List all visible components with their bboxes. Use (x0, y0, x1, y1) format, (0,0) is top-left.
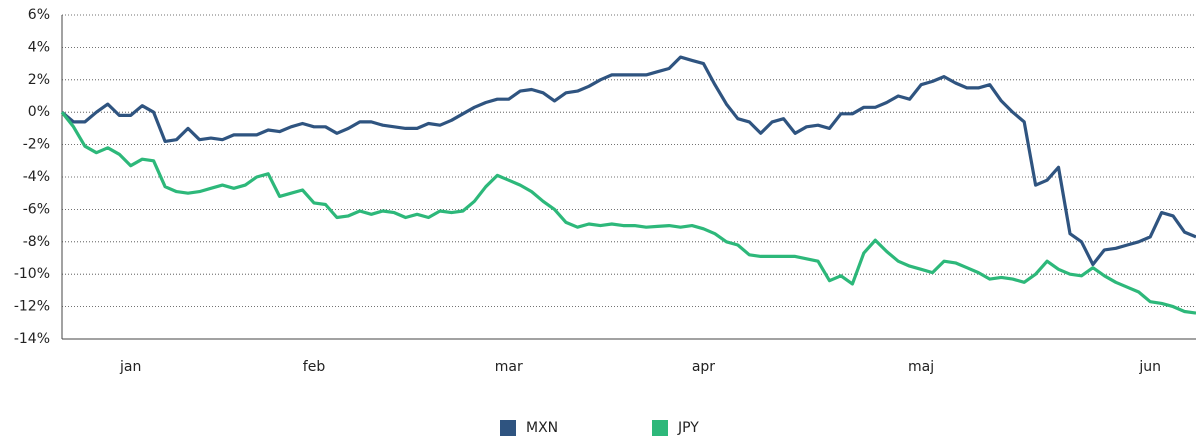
x-tick-label: jun (1138, 359, 1161, 375)
x-tick-label: feb (303, 359, 326, 375)
legend-swatch (652, 420, 668, 436)
y-tick-label: -2% (23, 137, 50, 153)
legend-label: JPY (677, 420, 699, 436)
series-line (60, 55, 1196, 267)
y-tick-label: -12% (14, 299, 50, 315)
y-tick-label: 6% (28, 7, 50, 23)
legend-label: MXN (526, 420, 558, 436)
y-tick-label: 0% (28, 104, 50, 120)
y-tick-label: -14% (14, 331, 50, 347)
legend-swatch (500, 420, 516, 436)
y-tick-label: -4% (23, 169, 50, 185)
x-tick-label: apr (692, 359, 715, 375)
x-tick-label: jan (119, 359, 141, 375)
x-tick-label: maj (908, 359, 934, 375)
y-tick-label: 4% (28, 39, 50, 55)
y-tick-label: -6% (23, 201, 50, 217)
x-tick-label: mar (495, 359, 523, 375)
series-line (60, 111, 1196, 315)
y-tick-label: -8% (23, 234, 50, 250)
y-tick-label: -10% (14, 266, 50, 282)
y-tick-label: 2% (28, 72, 50, 88)
